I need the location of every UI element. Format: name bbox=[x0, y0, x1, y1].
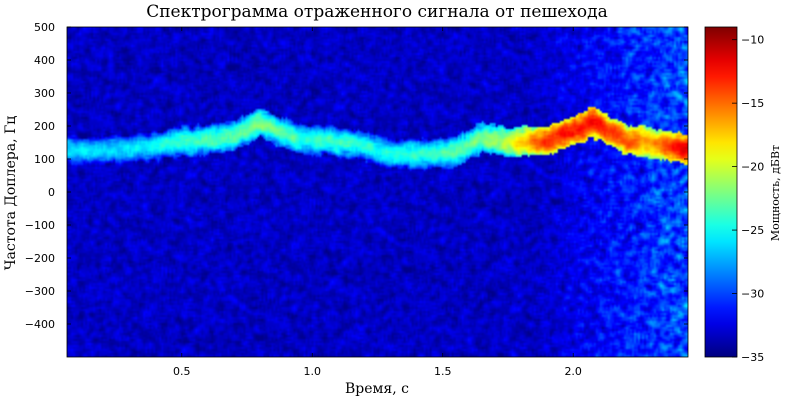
y-tick-label: −300 bbox=[25, 285, 55, 298]
x-axis-ticks: 0.5 1.0 1.5 2.0 bbox=[173, 27, 582, 378]
y-axis-label: Частота Доплера, Гц bbox=[3, 116, 19, 271]
plot-area bbox=[66, 26, 689, 358]
y-tick-label: −200 bbox=[25, 252, 55, 265]
y-tick-label: 500 bbox=[34, 21, 55, 34]
y-tick-label: 100 bbox=[34, 153, 55, 166]
x-tick-label: 0.5 bbox=[173, 365, 191, 378]
spectrogram-heatmap bbox=[67, 27, 688, 357]
x-tick-label: 1.0 bbox=[304, 365, 322, 378]
y-axis-ticks: 500 400 300 200 100 0 −100 −200 −300 −400 bbox=[25, 21, 688, 331]
colorbar-tick-label: −25 bbox=[741, 224, 764, 237]
colorbar-ticks: −10 −15 −20 −25 −30 −35 bbox=[732, 34, 764, 364]
y-tick-label: 200 bbox=[34, 120, 55, 133]
y-tick-label: 400 bbox=[34, 54, 55, 67]
y-tick-label: 300 bbox=[34, 87, 55, 100]
colorbar-tick-label: −20 bbox=[741, 161, 764, 174]
chart-title: Спектрограмма отраженного сигнала от пеш… bbox=[146, 2, 608, 22]
colorbar-tick-label: −30 bbox=[741, 288, 764, 301]
y-tick-label: 0 bbox=[48, 186, 55, 199]
colorbar: −10 −15 −20 −25 −30 −35 bbox=[704, 26, 764, 364]
colorbar-tick-label: −10 bbox=[741, 34, 764, 47]
y-tick-label: −100 bbox=[25, 219, 55, 232]
x-tick-label: 1.5 bbox=[434, 365, 452, 378]
colorbar-gradient bbox=[705, 27, 737, 357]
colorbar-tick-label: −15 bbox=[741, 97, 764, 110]
colorbar-tick-label: −35 bbox=[741, 351, 764, 364]
colorbar-label: Мощность, дБВт bbox=[769, 145, 782, 241]
x-tick-label: 2.0 bbox=[564, 365, 582, 378]
y-tick-label: −400 bbox=[25, 318, 55, 331]
colorbar-frame bbox=[704, 26, 738, 358]
x-axis-label: Время, с bbox=[345, 381, 409, 397]
